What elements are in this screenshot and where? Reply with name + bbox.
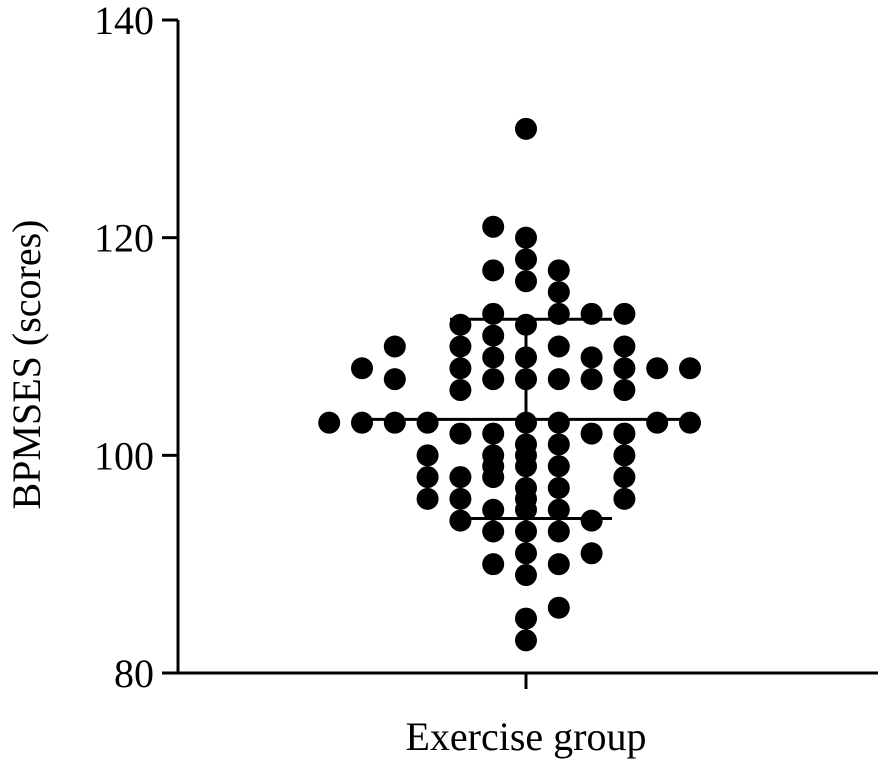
data-point (515, 607, 537, 630)
data-point (515, 117, 537, 140)
data-point (482, 324, 505, 347)
data-point (613, 335, 636, 358)
data-point (515, 564, 537, 587)
data-point (646, 357, 669, 380)
y-tick-label: 120 (94, 216, 154, 261)
data-point (515, 270, 537, 293)
data-point (547, 553, 570, 576)
y-tick-label: 80 (114, 651, 154, 696)
data-point (547, 259, 570, 282)
data-points (318, 117, 701, 652)
data-point (580, 542, 603, 565)
data-point (547, 368, 570, 391)
data-point (547, 596, 570, 619)
data-point (383, 411, 406, 434)
data-point (613, 466, 636, 489)
data-point (482, 553, 505, 576)
data-point (547, 498, 570, 521)
data-point (383, 335, 406, 358)
data-point (351, 357, 373, 380)
data-point (679, 411, 701, 434)
data-point (449, 466, 472, 489)
data-point (547, 335, 570, 358)
data-point (383, 368, 406, 391)
data-point (580, 346, 603, 369)
data-point (547, 476, 570, 499)
y-axis-title: BPMSES (scores) (4, 219, 49, 509)
data-point (580, 302, 603, 325)
data-point (580, 422, 603, 445)
data-point (547, 281, 570, 304)
data-point (482, 466, 505, 489)
data-point (613, 444, 636, 467)
data-point (482, 302, 505, 325)
data-point (515, 498, 537, 521)
data-point (482, 498, 505, 521)
data-point (416, 411, 439, 434)
data-point (416, 487, 439, 510)
data-point (515, 629, 537, 652)
x-axis-title: Exercise group (405, 714, 646, 759)
y-axis-ticks: 80 100 120 140 (94, 0, 178, 696)
data-point (515, 346, 537, 369)
data-point (646, 411, 669, 434)
data-point (416, 466, 439, 489)
data-point (482, 368, 505, 391)
data-point (515, 313, 537, 336)
data-point (547, 433, 570, 456)
data-point (482, 346, 505, 369)
data-point (449, 313, 472, 336)
data-point (482, 259, 505, 282)
data-point (613, 422, 636, 445)
data-point (482, 422, 505, 445)
data-point (482, 215, 505, 238)
data-point (482, 520, 505, 543)
data-point (515, 520, 537, 543)
data-point (416, 444, 439, 467)
data-point (515, 411, 537, 434)
y-tick-label: 100 (94, 433, 154, 478)
data-point (449, 357, 472, 380)
data-point (613, 487, 636, 510)
axes (176, 20, 878, 689)
data-point (515, 542, 537, 565)
data-point (515, 368, 537, 391)
data-point (613, 357, 636, 380)
y-tick-label: 140 (94, 0, 154, 43)
data-point (547, 302, 570, 325)
data-point (449, 422, 472, 445)
data-point (449, 487, 472, 510)
data-point (515, 455, 537, 478)
data-point (679, 357, 701, 380)
data-point (449, 335, 472, 358)
data-point (547, 455, 570, 478)
data-point (580, 509, 603, 532)
data-point (449, 509, 472, 532)
data-point (613, 302, 636, 325)
data-point (449, 379, 472, 402)
data-point (547, 411, 570, 434)
data-point (515, 248, 537, 271)
data-point (580, 368, 603, 391)
data-point (515, 226, 537, 249)
data-point (318, 411, 341, 434)
data-point (351, 411, 373, 434)
data-point (547, 520, 570, 543)
data-point (613, 379, 636, 402)
